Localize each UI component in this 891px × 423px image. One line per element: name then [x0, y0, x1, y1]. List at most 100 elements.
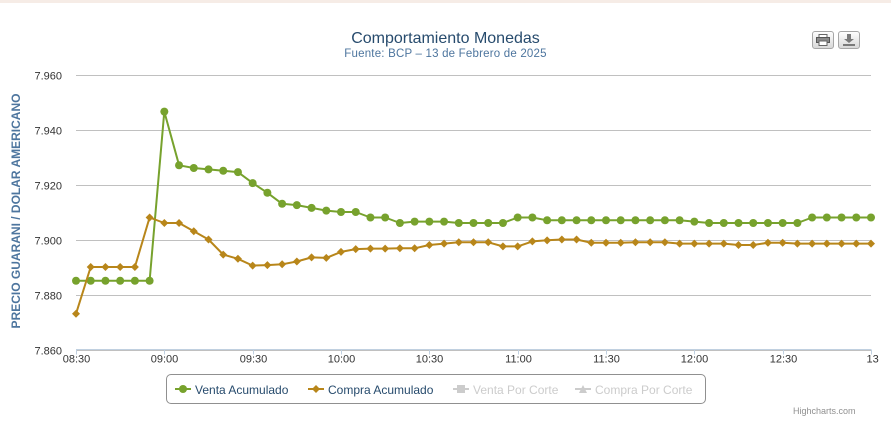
data-point[interactable]	[307, 203, 316, 212]
data-point[interactable]	[366, 213, 375, 222]
data-point[interactable]	[145, 213, 154, 222]
data-point[interactable]	[160, 107, 169, 116]
data-point[interactable]	[572, 235, 581, 244]
data-point[interactable]	[528, 237, 537, 246]
data-point[interactable]	[675, 239, 684, 248]
data-point[interactable]	[86, 276, 95, 285]
data-point[interactable]	[219, 250, 228, 259]
data-point[interactable]	[454, 219, 463, 227]
data-point[interactable]	[72, 309, 80, 318]
data-point[interactable]	[292, 201, 301, 210]
data-point[interactable]	[263, 188, 272, 197]
data-point[interactable]	[175, 161, 184, 170]
data-point[interactable]	[587, 216, 596, 225]
data-point[interactable]	[278, 199, 287, 208]
data-point[interactable]	[189, 164, 198, 172]
data-point[interactable]	[793, 219, 802, 227]
data-point[interactable]	[263, 261, 272, 270]
data-point[interactable]	[307, 253, 316, 262]
data-point[interactable]	[469, 219, 478, 227]
data-point[interactable]	[219, 166, 228, 175]
data-point[interactable]	[145, 276, 154, 285]
data-point[interactable]	[528, 213, 537, 222]
data-point[interactable]	[440, 239, 449, 248]
data-point[interactable]	[543, 216, 552, 225]
data-point[interactable]	[351, 208, 360, 216]
data-point[interactable]	[572, 216, 581, 225]
data-point[interactable]	[631, 238, 640, 247]
data-point[interactable]	[734, 241, 743, 249]
data-point[interactable]	[498, 242, 507, 251]
data-point[interactable]	[749, 241, 758, 249]
data-point[interactable]	[808, 239, 817, 248]
data-point[interactable]	[233, 254, 242, 263]
data-point[interactable]	[660, 216, 669, 225]
data-point[interactable]	[204, 235, 213, 244]
data-point[interactable]	[763, 219, 772, 227]
data-point[interactable]	[675, 216, 684, 225]
print-button[interactable]	[812, 31, 834, 49]
data-point[interactable]	[602, 238, 610, 247]
data-point[interactable]	[690, 217, 699, 226]
data-point[interactable]	[631, 216, 640, 225]
data-point[interactable]	[690, 239, 699, 248]
data-point[interactable]	[513, 242, 522, 251]
data-point[interactable]	[498, 219, 507, 227]
data-point[interactable]	[248, 179, 257, 188]
data-point[interactable]	[204, 165, 213, 174]
data-point[interactable]	[292, 257, 301, 266]
data-point[interactable]	[837, 213, 846, 222]
data-point[interactable]	[410, 244, 419, 253]
data-point[interactable]	[395, 219, 404, 227]
data-point[interactable]	[425, 241, 434, 249]
data-point[interactable]	[410, 217, 419, 226]
data-point[interactable]	[469, 238, 478, 247]
data-point[interactable]	[322, 206, 331, 215]
data-point[interactable]	[719, 239, 728, 248]
data-point[interactable]	[72, 276, 80, 285]
data-point[interactable]	[587, 238, 596, 247]
data-point[interactable]	[116, 263, 125, 271]
data-point[interactable]	[837, 239, 846, 248]
data-point[interactable]	[822, 239, 831, 248]
data-point[interactable]	[130, 263, 139, 271]
data-point[interactable]	[616, 216, 625, 225]
data-point[interactable]	[454, 238, 463, 247]
data-point[interactable]	[867, 213, 875, 222]
data-point[interactable]	[852, 213, 861, 222]
data-point[interactable]	[101, 276, 110, 285]
data-point[interactable]	[322, 253, 331, 262]
data-point[interactable]	[278, 260, 287, 269]
export-button[interactable]	[838, 31, 860, 49]
data-point[interactable]	[381, 244, 390, 253]
data-point[interactable]	[351, 245, 360, 254]
credits-link[interactable]: Highcharts.com	[793, 406, 856, 416]
data-point[interactable]	[86, 263, 95, 271]
data-point[interactable]	[734, 219, 743, 227]
data-point[interactable]	[557, 216, 566, 225]
data-point[interactable]	[189, 227, 198, 236]
data-point[interactable]	[867, 239, 875, 248]
data-point[interactable]	[381, 213, 390, 222]
data-point[interactable]	[513, 213, 522, 222]
data-point[interactable]	[130, 276, 139, 285]
data-point[interactable]	[660, 238, 669, 247]
data-point[interactable]	[616, 238, 625, 247]
data-point[interactable]	[778, 219, 787, 227]
data-point[interactable]	[175, 219, 184, 227]
data-point[interactable]	[233, 168, 242, 177]
data-point[interactable]	[248, 261, 257, 270]
data-point[interactable]	[337, 208, 345, 216]
data-point[interactable]	[808, 213, 817, 222]
data-point[interactable]	[425, 217, 434, 226]
data-point[interactable]	[602, 216, 610, 225]
data-point[interactable]	[543, 236, 552, 245]
data-point[interactable]	[440, 217, 449, 226]
data-point[interactable]	[646, 238, 655, 247]
data-point[interactable]	[646, 216, 655, 225]
data-point[interactable]	[160, 219, 169, 227]
data-point[interactable]	[395, 244, 404, 253]
data-point[interactable]	[337, 247, 345, 256]
data-point[interactable]	[484, 219, 493, 227]
data-point[interactable]	[557, 235, 566, 244]
